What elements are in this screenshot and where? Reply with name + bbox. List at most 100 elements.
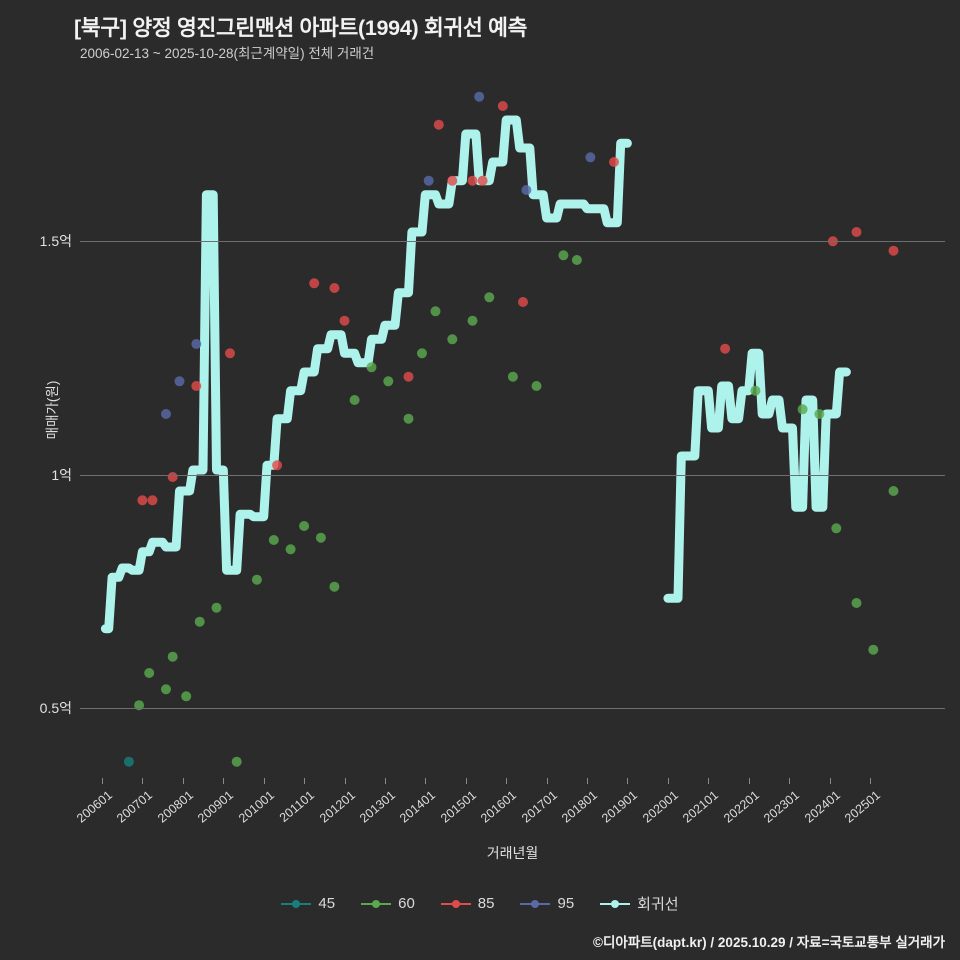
scatter-point[interactable] xyxy=(797,404,808,415)
scatter-point[interactable] xyxy=(827,236,838,247)
scatter-point[interactable] xyxy=(433,119,444,130)
x-tick xyxy=(263,778,265,784)
scatter-point[interactable] xyxy=(888,486,899,496)
legend-item[interactable]: 60 xyxy=(361,895,415,912)
x-tick xyxy=(425,778,427,784)
scatter-point[interactable] xyxy=(144,668,155,678)
scatter-point[interactable] xyxy=(231,756,242,767)
x-tick xyxy=(506,778,508,784)
scatter-point[interactable] xyxy=(349,395,360,405)
scatter-point[interactable] xyxy=(161,684,171,695)
scatter-point[interactable] xyxy=(868,644,879,655)
y-gridline xyxy=(80,241,945,243)
scatter-point[interactable] xyxy=(268,535,279,545)
x-tick-label: 202501 xyxy=(841,788,883,826)
scatter-point[interactable] xyxy=(585,152,596,163)
legend-item[interactable]: 회귀선 xyxy=(600,893,679,914)
scatter-point[interactable] xyxy=(174,376,185,387)
scatter-point[interactable] xyxy=(134,700,145,711)
x-axis: 200601 200701 200801 200901 201001 201101 2012… xyxy=(74,778,945,868)
scatter-point[interactable] xyxy=(467,315,478,326)
legend-label: 85 xyxy=(477,895,495,912)
scatter-point[interactable] xyxy=(467,175,478,186)
legend-item[interactable]: 95 xyxy=(520,895,574,912)
scatter-point[interactable] xyxy=(194,616,205,627)
scatter-point[interactable] xyxy=(888,245,899,256)
legend-item[interactable]: 45 xyxy=(281,895,335,912)
x-tick-label: 201301 xyxy=(356,788,398,826)
scatter-point[interactable] xyxy=(507,371,518,382)
scatter-point[interactable] xyxy=(309,278,320,289)
scatter-point[interactable] xyxy=(831,523,842,534)
scatter-point[interactable] xyxy=(315,532,326,543)
scatter-point[interactable] xyxy=(423,175,434,186)
x-tick-label: 202201 xyxy=(720,788,762,826)
x-tick-label: 201001 xyxy=(235,788,277,826)
x-tick-label: 202401 xyxy=(801,788,843,826)
scatter-point[interactable] xyxy=(417,348,427,359)
scatter-point[interactable] xyxy=(477,175,488,186)
x-tick xyxy=(142,778,144,784)
scatter-point[interactable] xyxy=(225,348,235,359)
scatter-point[interactable] xyxy=(147,495,158,506)
x-tick xyxy=(667,778,669,784)
chart-canvas xyxy=(100,91,899,767)
y-gridline xyxy=(80,708,945,709)
scatter-point[interactable] xyxy=(814,409,825,419)
scatter-point[interactable] xyxy=(571,255,582,265)
x-tick xyxy=(587,778,589,784)
scatter-point[interactable] xyxy=(403,413,414,424)
legend-label: 회귀선 xyxy=(637,896,679,913)
chart-legend: 45 60 85 95 회귀선 xyxy=(0,893,960,914)
scatter-point[interactable] xyxy=(251,574,262,585)
legend-label: 95 xyxy=(557,895,575,912)
scatter-point[interactable] xyxy=(167,651,178,662)
x-tick-label: 201901 xyxy=(599,788,641,826)
scatter-point[interactable] xyxy=(403,371,414,382)
scatter-point[interactable] xyxy=(447,334,458,345)
scatter-point[interactable] xyxy=(285,544,296,555)
legend-item[interactable]: 85 xyxy=(440,895,495,912)
x-tick xyxy=(102,778,103,784)
x-tick-label: 202301 xyxy=(761,788,803,826)
scatter-point[interactable] xyxy=(167,472,178,482)
scatter-point[interactable] xyxy=(181,691,192,702)
scatter-point[interactable] xyxy=(123,756,134,767)
scatter-point[interactable] xyxy=(191,339,202,349)
scatter-point[interactable] xyxy=(720,343,731,354)
scatter-point[interactable] xyxy=(430,306,441,317)
scatter-point[interactable] xyxy=(211,602,222,613)
scatter-point[interactable] xyxy=(851,227,862,237)
scatter-point[interactable] xyxy=(851,598,862,608)
scatter-point[interactable] xyxy=(474,91,485,102)
scatter-point[interactable] xyxy=(484,292,495,303)
y-tick-label: 0.5억 xyxy=(39,700,72,716)
scatter-point[interactable] xyxy=(191,381,202,391)
scatter-point[interactable] xyxy=(366,362,377,373)
scatter-point[interactable] xyxy=(137,495,148,506)
legend-marker-icon xyxy=(361,897,392,911)
scatter-point[interactable] xyxy=(339,315,350,326)
scatter-point[interactable] xyxy=(329,581,340,592)
y-gridline xyxy=(80,474,945,476)
x-tick-label: 201601 xyxy=(478,788,520,826)
scatter-point[interactable] xyxy=(609,157,619,167)
x-tick xyxy=(708,778,710,784)
scatter-point[interactable] xyxy=(531,381,542,391)
scatter-point[interactable] xyxy=(383,376,394,387)
scatter-point[interactable] xyxy=(447,175,458,186)
x-tick-label: 202001 xyxy=(639,788,681,826)
scatter-point[interactable] xyxy=(521,185,532,195)
legend-marker-icon xyxy=(600,897,631,911)
x-tick xyxy=(344,778,346,784)
scatter-point[interactable] xyxy=(750,385,761,396)
scatter-point[interactable] xyxy=(558,250,569,261)
regression-line xyxy=(100,115,632,634)
scatter-point[interactable] xyxy=(518,297,528,307)
scatter-point[interactable] xyxy=(329,283,340,293)
scatter-point[interactable] xyxy=(272,460,283,471)
plot-area xyxy=(80,78,945,778)
scatter-point[interactable] xyxy=(497,101,508,111)
scatter-point[interactable] xyxy=(299,521,310,531)
scatter-point[interactable] xyxy=(161,409,171,419)
